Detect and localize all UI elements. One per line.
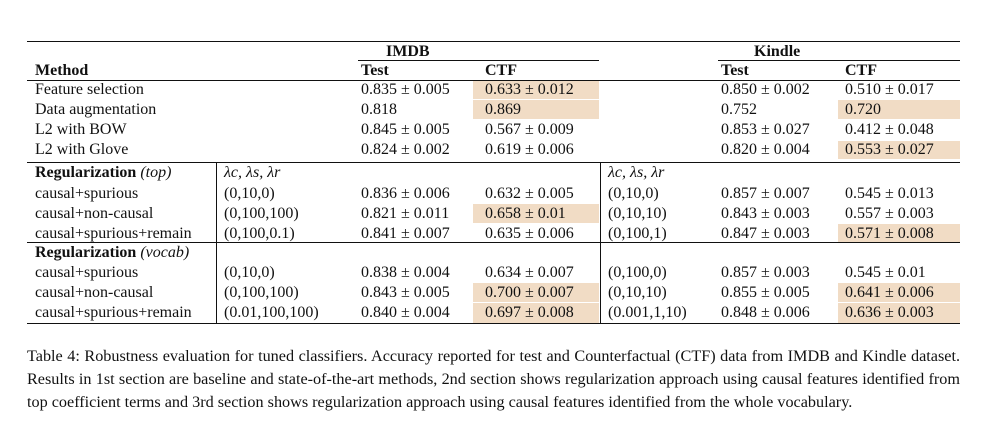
imdb-ctf-cell: 0.700 ± 0.007 [485,284,574,301]
imdb-test-cell: 0.843 ± 0.005 [361,284,450,301]
kindle-ctf-cell: 0.553 ± 0.027 [845,141,934,158]
highlight-cell [838,141,960,159]
header-rule [27,80,960,81]
imdb-param-cell: (0,10,0) [224,185,275,202]
kindle-param-header: λc, λs, λr [608,164,665,181]
kindle-test-cell: 0.857 ± 0.003 [721,264,810,281]
imdb-ctf-cell: 0.635 ± 0.006 [485,225,574,242]
imdb-ctf-cell: 0.634 ± 0.007 [485,264,574,281]
highlight-cell [838,224,960,243]
section-title-top: Regularization (top) [35,164,171,182]
kindle-cmidrule [718,60,960,61]
method-cell: Data augmentation [35,101,157,118]
imdb-ctf-cell: 0.869 [485,101,521,118]
imdb-ctf-cell: 0.632 ± 0.005 [485,185,574,202]
kindle-ctf-cell: 0.641 ± 0.006 [845,284,934,301]
method-cell: L2 with Glove [35,141,129,158]
method-header: Method [35,62,89,79]
highlight-cell [473,100,599,119]
kindle-param-cell: (0,10,10) [608,205,667,222]
section-title: Regularization [35,164,137,181]
results-table: IMDB Kindle Method Test CTF Test CTF Fea… [27,41,960,325]
section-title: Regularization [35,244,137,261]
imdb-ctf-cell: 0.658 ± 0.01 [485,205,566,222]
kindle-param-cell: (0,100,0) [608,264,667,281]
column-separator [216,163,217,323]
kindle-ctf-cell: 0.412 ± 0.048 [845,121,934,138]
method-cell: Feature selection [35,81,144,98]
section-rule [27,242,960,244]
imdb-test-cell: 0.824 ± 0.002 [361,141,450,158]
imdb-test-cell: 0.818 [361,101,397,118]
kindle-test-cell: 0.843 ± 0.003 [721,205,810,222]
kindle-ctf-cell: 0.545 ± 0.013 [845,185,934,202]
imdb-ctf-header: CTF [485,62,517,79]
method-cell: causal+spurious+remain [35,304,192,321]
highlight-cell [838,100,960,119]
method-cell: causal+spurious+remain [35,225,192,242]
imdb-test-cell: 0.840 ± 0.004 [361,304,450,321]
kindle-param-cell: (0,100,1) [608,225,667,242]
kindle-test-cell: 0.847 ± 0.003 [721,225,810,242]
imdb-ctf-cell: 0.697 ± 0.008 [485,304,574,321]
imdb-ctf-cell: 0.567 ± 0.009 [485,121,574,138]
imdb-test-cell: 0.845 ± 0.005 [361,121,450,138]
kindle-test-cell: 0.855 ± 0.005 [721,284,810,301]
method-cell: causal+non-causal [35,284,154,301]
kindle-ctf-cell: 0.510 ± 0.017 [845,81,934,98]
highlight-cell [473,204,599,223]
highlight-cell [838,283,960,302]
section-rule [27,162,960,164]
imdb-param-header: λc, λs, λr [224,164,281,181]
highlight-cell [838,303,960,323]
kindle-param-cell: (0.001,1,10) [608,304,687,321]
imdb-test-cell: 0.821 ± 0.011 [361,205,450,222]
kindle-ctf-cell: 0.571 ± 0.008 [845,225,934,242]
method-cell: causal+non-causal [35,205,154,222]
imdb-cmidrule [358,60,599,61]
imdb-param-cell: (0,100,100) [224,284,299,301]
top-rule [27,41,960,43]
kindle-test-cell: 0.853 ± 0.027 [721,121,810,138]
bottom-rule [27,323,960,325]
kindle-test-cell: 0.752 [721,101,757,118]
column-separator [600,163,601,323]
method-cell: causal+spurious [35,264,139,281]
section-title-note: (vocab) [140,244,190,261]
imdb-test-cell: 0.838 ± 0.004 [361,264,450,281]
kindle-ctf-header: CTF [845,62,877,79]
imdb-param-cell: (0.01,100,100) [224,304,319,321]
kindle-ctf-cell: 0.545 ± 0.01 [845,264,926,281]
imdb-param-cell: (0,100,100) [224,205,299,222]
imdb-ctf-cell: 0.619 ± 0.006 [485,141,574,158]
method-cell: causal+spurious [35,185,139,202]
kindle-param-cell: (0,10,0) [608,185,659,202]
imdb-test-cell: 0.835 ± 0.005 [361,81,450,98]
highlight-cell [473,283,599,302]
imdb-test-cell: 0.841 ± 0.007 [361,225,450,242]
imdb-test-cell: 0.836 ± 0.006 [361,185,450,202]
kindle-ctf-cell: 0.557 ± 0.003 [845,205,934,222]
imdb-test-header: Test [361,62,389,79]
kindle-param-cell: (0,10,10) [608,284,667,301]
kindle-ctf-cell: 0.720 [845,101,881,118]
imdb-param-cell: (0,10,0) [224,264,275,281]
kindle-test-cell: 0.848 ± 0.006 [721,304,810,321]
kindle-test-cell: 0.857 ± 0.007 [721,185,810,202]
kindle-ctf-cell: 0.636 ± 0.003 [845,304,934,321]
kindle-test-cell: 0.820 ± 0.004 [721,141,810,158]
dataset-imdb-header: IMDB [386,43,430,60]
table-caption: Table 4: Robustness evaluation for tuned… [27,347,960,412]
highlight-cell [473,303,599,323]
kindle-test-cell: 0.850 ± 0.002 [721,81,810,98]
highlight-cell [473,81,599,99]
dataset-kindle-header: Kindle [754,43,801,60]
section-title-vocab: Regularization (vocab) [35,244,189,262]
section-title-note: (top) [140,164,172,181]
imdb-ctf-cell: 0.633 ± 0.012 [485,81,574,98]
method-cell: L2 with BOW [35,121,127,138]
kindle-test-header: Test [721,62,749,79]
imdb-param-cell: (0,100,0.1) [224,225,295,242]
